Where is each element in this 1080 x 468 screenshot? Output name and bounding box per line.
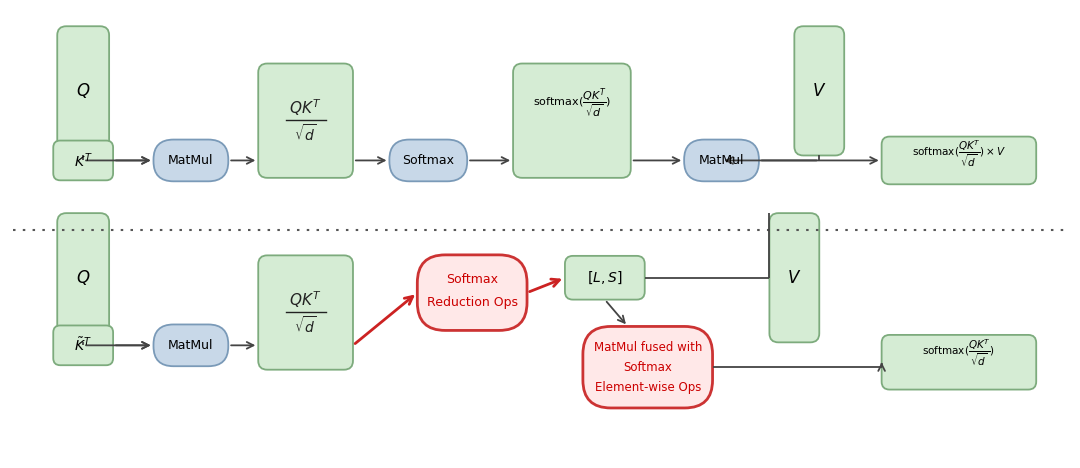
Text: MatMul: MatMul (168, 339, 214, 352)
Text: $\tilde{K}^{T}$: $\tilde{K}^{T}$ (75, 336, 92, 354)
Text: Softmax: Softmax (402, 154, 455, 167)
Text: Reduction Ops: Reduction Ops (427, 296, 517, 309)
Text: $QK^{T}$: $QK^{T}$ (289, 97, 322, 118)
Text: Element-wise Ops: Element-wise Ops (594, 380, 701, 394)
Text: $Q$: $Q$ (76, 268, 91, 287)
FancyBboxPatch shape (881, 335, 1036, 389)
Text: $V$: $V$ (812, 82, 826, 100)
Text: Softmax: Softmax (623, 361, 672, 374)
Text: $\sqrt{d}$: $\sqrt{d}$ (295, 123, 316, 144)
Text: $\mathrm{softmax}(\dfrac{QK^{T}}{\sqrt{d}})\times V$: $\mathrm{softmax}(\dfrac{QK^{T}}{\sqrt{d… (912, 138, 1007, 169)
Text: $V$: $V$ (787, 269, 801, 287)
Text: MatMul fused with: MatMul fused with (594, 341, 702, 354)
FancyBboxPatch shape (390, 139, 468, 181)
FancyBboxPatch shape (57, 26, 109, 155)
FancyBboxPatch shape (258, 256, 353, 370)
Text: $\mathrm{softmax}(\dfrac{QK^{T}}{\sqrt{d}})$: $\mathrm{softmax}(\dfrac{QK^{T}}{\sqrt{d… (922, 337, 996, 368)
Text: $[L, S]$: $[L, S]$ (588, 270, 622, 286)
Text: $Q$: $Q$ (76, 81, 91, 100)
FancyBboxPatch shape (565, 256, 645, 300)
FancyBboxPatch shape (53, 140, 113, 180)
FancyBboxPatch shape (513, 64, 631, 178)
FancyBboxPatch shape (417, 255, 527, 330)
Text: $K^{T}$: $K^{T}$ (73, 151, 93, 170)
Text: $\sqrt{d}$: $\sqrt{d}$ (295, 315, 316, 336)
FancyBboxPatch shape (57, 213, 109, 343)
FancyBboxPatch shape (795, 26, 845, 155)
FancyBboxPatch shape (153, 324, 228, 366)
Text: $\mathrm{softmax}(\dfrac{QK^{T}}{\sqrt{d}})$: $\mathrm{softmax}(\dfrac{QK^{T}}{\sqrt{d… (532, 86, 611, 120)
FancyBboxPatch shape (583, 327, 713, 408)
Text: MatMul: MatMul (699, 154, 744, 167)
Text: MatMul: MatMul (168, 154, 214, 167)
FancyBboxPatch shape (258, 64, 353, 178)
FancyBboxPatch shape (153, 139, 228, 181)
FancyBboxPatch shape (53, 325, 113, 365)
FancyBboxPatch shape (769, 213, 820, 343)
FancyBboxPatch shape (684, 139, 759, 181)
Text: Softmax: Softmax (446, 273, 498, 286)
FancyBboxPatch shape (881, 137, 1036, 184)
Text: $QK^{T}$: $QK^{T}$ (289, 289, 322, 310)
